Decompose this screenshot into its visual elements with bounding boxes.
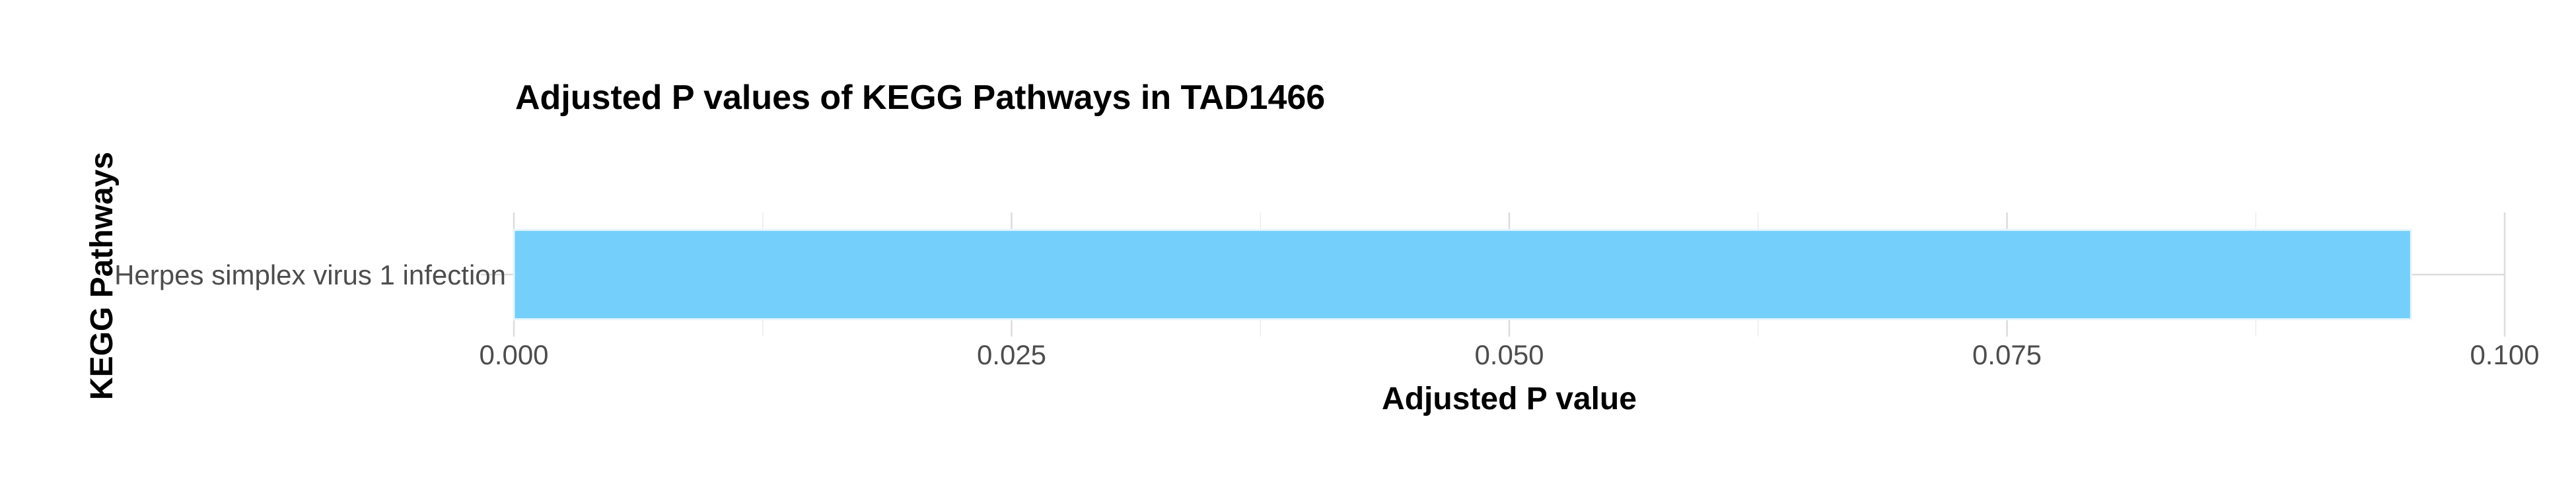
x-tick-label: 0.100 — [2470, 339, 2539, 370]
x-tick-label: 0.025 — [977, 339, 1046, 370]
bars — [513, 228, 2412, 321]
y-axis-title: KEGG Pathways — [85, 152, 120, 400]
y-axis-ticks: Herpes simplex virus 1 infection — [114, 259, 506, 290]
x-axis-title: Adjusted P value — [1382, 381, 1637, 416]
y-tick-label: Herpes simplex virus 1 infection — [114, 259, 506, 290]
plot-area: Herpes simplex virus 1 infection 0.000 0.… — [114, 213, 2540, 370]
x-tick-label: 0.050 — [1474, 339, 1544, 370]
chart-title: Adjusted P values of KEGG Pathways in TA… — [515, 79, 1325, 117]
bar — [513, 228, 2412, 321]
x-tick-label: 0.075 — [1972, 339, 2042, 370]
x-tick-label: 0.000 — [479, 339, 548, 370]
x-axis-ticks: 0.000 0.025 0.050 0.075 0.100 — [479, 339, 2539, 370]
